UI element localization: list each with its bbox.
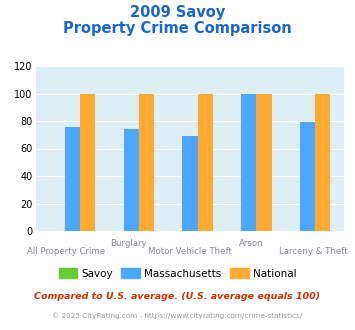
Text: Property Crime Comparison: Property Crime Comparison	[63, 21, 292, 36]
Text: © 2025 CityRating.com - https://www.cityrating.com/crime-statistics/: © 2025 CityRating.com - https://www.city…	[53, 312, 302, 318]
Bar	[241, 93, 256, 231]
Text: Motor Vehicle Theft: Motor Vehicle Theft	[148, 248, 232, 256]
Text: All Property Crime: All Property Crime	[27, 248, 105, 256]
Bar	[256, 93, 272, 231]
Bar	[65, 126, 80, 231]
Text: Larceny & Theft: Larceny & Theft	[279, 248, 348, 256]
Legend: Savoy, Massachusetts, National: Savoy, Massachusetts, National	[54, 264, 301, 283]
Bar	[198, 93, 213, 231]
Text: Compared to U.S. average. (U.S. average equals 100): Compared to U.S. average. (U.S. average …	[34, 292, 321, 301]
Bar	[315, 93, 330, 231]
Text: Burglary: Burglary	[110, 239, 147, 248]
Bar	[139, 93, 154, 231]
Bar	[80, 93, 95, 231]
Text: Arson: Arson	[239, 239, 264, 248]
Text: 2009 Savoy: 2009 Savoy	[130, 5, 225, 20]
Bar	[124, 129, 139, 231]
Bar	[300, 122, 315, 231]
Bar	[182, 136, 198, 231]
